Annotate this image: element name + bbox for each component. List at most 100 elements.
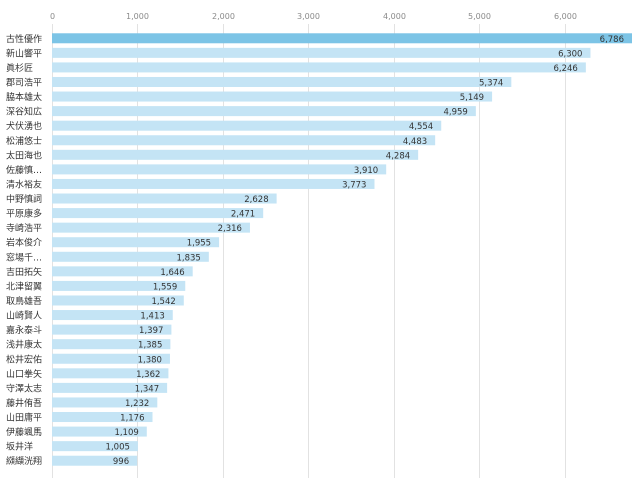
category-label: 纐纈洸翔 bbox=[6, 455, 42, 467]
value-label: 2,471 bbox=[231, 210, 255, 220]
x-tick-label: 2,000 bbox=[212, 12, 235, 21]
category-label: 山田庸平 bbox=[6, 412, 42, 424]
value-label: 1,347 bbox=[135, 384, 159, 394]
bar bbox=[52, 266, 193, 277]
category-label: 伊藤颯馬 bbox=[6, 426, 42, 438]
bar bbox=[52, 33, 632, 44]
category-label: 松井宏佑 bbox=[6, 353, 42, 365]
value-label: 1,005 bbox=[106, 443, 130, 453]
bar bbox=[52, 149, 419, 160]
category-label: 脇本雄太 bbox=[6, 91, 42, 103]
value-label: 5,374 bbox=[479, 78, 503, 88]
x-tick-label: 5,000 bbox=[468, 12, 491, 21]
value-label: 6,786 bbox=[600, 35, 624, 45]
category-label: 取鳥雄吾 bbox=[6, 295, 42, 307]
bar bbox=[52, 62, 586, 73]
value-label: 1,397 bbox=[139, 326, 163, 336]
category-label: 清水裕友 bbox=[6, 178, 42, 190]
bar bbox=[52, 251, 209, 262]
category-label: 山口拳矢 bbox=[6, 368, 42, 380]
x-axis-ticks: 0 1,000 2,000 3,000 4,000 5,000 6,000 bbox=[50, 12, 577, 21]
category-label: 山崎賢人 bbox=[6, 310, 42, 322]
category-label: 北津留翼 bbox=[6, 280, 42, 292]
value-label: 1,109 bbox=[114, 428, 138, 438]
bar bbox=[52, 135, 436, 146]
category-label: 吉田拓矢 bbox=[6, 266, 42, 278]
value-label: 1,955 bbox=[187, 239, 211, 249]
category-label: 岩本俊介 bbox=[6, 237, 42, 249]
bar bbox=[52, 237, 220, 248]
category-label: 新山響平 bbox=[6, 47, 42, 59]
value-label: 6,246 bbox=[554, 64, 578, 74]
value-label: 1,542 bbox=[151, 297, 175, 307]
category-label: 寺崎浩平 bbox=[6, 222, 42, 234]
category-label: 深谷知広 bbox=[6, 106, 42, 118]
bar bbox=[52, 106, 476, 117]
value-label: 996 bbox=[113, 457, 129, 467]
category-label: 平原康多 bbox=[6, 208, 42, 220]
bar bbox=[52, 208, 264, 219]
value-label: 1,385 bbox=[138, 341, 162, 351]
bar bbox=[52, 455, 138, 466]
category-label: 犬伏湧也 bbox=[6, 120, 42, 132]
x-tick-label: 6,000 bbox=[554, 12, 577, 21]
bar bbox=[52, 295, 184, 306]
bar bbox=[52, 324, 172, 335]
value-label: 1,232 bbox=[125, 399, 149, 409]
value-label: 1,646 bbox=[160, 268, 184, 278]
bars bbox=[52, 33, 632, 466]
value-label: 4,554 bbox=[409, 122, 433, 132]
value-label: 1,380 bbox=[138, 355, 162, 365]
value-label: 3,910 bbox=[354, 166, 378, 176]
value-label: 3,773 bbox=[342, 180, 366, 190]
bar bbox=[52, 280, 186, 291]
bar bbox=[52, 397, 158, 408]
value-label: 2,316 bbox=[218, 224, 242, 234]
value-label: 4,483 bbox=[403, 137, 427, 147]
x-tick-label: 1,000 bbox=[126, 12, 149, 21]
category-label: 古性優作 bbox=[6, 33, 42, 45]
bar bbox=[52, 91, 493, 102]
value-label: 1,835 bbox=[176, 253, 200, 263]
category-label: 松浦悠士 bbox=[6, 135, 42, 147]
bar bbox=[52, 412, 153, 423]
bar bbox=[52, 120, 442, 131]
bar bbox=[52, 178, 375, 189]
bar bbox=[52, 76, 512, 87]
category-label: 眞杉匠 bbox=[6, 62, 33, 74]
bar bbox=[52, 353, 170, 364]
value-label: 5,149 bbox=[460, 93, 484, 103]
value-label: 2,628 bbox=[244, 195, 268, 205]
bar bbox=[52, 426, 147, 437]
category-label: 太田海也 bbox=[6, 149, 42, 161]
value-label: 1,176 bbox=[120, 414, 144, 424]
category-label: 藤井侑吾 bbox=[6, 397, 42, 409]
category-label: 中野慎詞 bbox=[6, 193, 42, 205]
category-label: 窓場千… bbox=[6, 251, 42, 263]
value-label: 6,300 bbox=[558, 49, 582, 59]
value-label: 1,559 bbox=[153, 282, 177, 292]
value-label: 1,362 bbox=[136, 370, 160, 380]
bar bbox=[52, 339, 171, 350]
bar bbox=[52, 164, 387, 175]
category-label: 佐藤慎… bbox=[6, 164, 42, 176]
value-label: 4,959 bbox=[444, 108, 468, 118]
x-tick-label: 4,000 bbox=[383, 12, 406, 21]
value-label: 1,413 bbox=[140, 312, 164, 322]
x-tick-label: 0 bbox=[50, 12, 55, 21]
category-label: 坂井洋 bbox=[6, 441, 33, 453]
bar bbox=[52, 368, 169, 379]
category-label: 嘉永泰斗 bbox=[6, 324, 42, 336]
category-label: 守澤太志 bbox=[6, 382, 42, 394]
bar bbox=[52, 47, 591, 58]
category-label: 郡司浩平 bbox=[6, 76, 42, 88]
bar bbox=[52, 382, 168, 393]
x-tick-label: 3,000 bbox=[297, 12, 320, 21]
value-labels: 6,786 6,300 6,246 5,374 5,149 4,959 4,554 4,483… bbox=[106, 35, 624, 467]
bar bbox=[52, 310, 173, 321]
bar bbox=[52, 222, 250, 233]
bar bbox=[52, 441, 138, 452]
bar bbox=[52, 193, 277, 204]
